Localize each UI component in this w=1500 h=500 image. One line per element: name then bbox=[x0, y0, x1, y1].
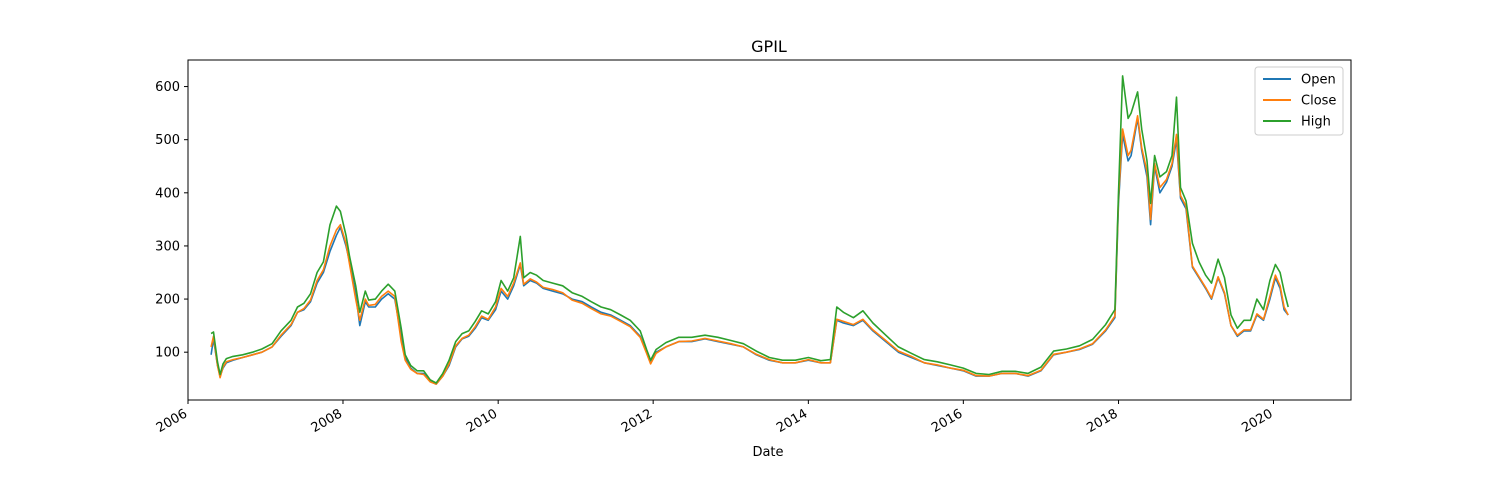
y-tick-label: 100 bbox=[155, 346, 180, 361]
y-tick-label: 200 bbox=[155, 293, 180, 308]
y-tick-label: 400 bbox=[155, 186, 180, 201]
legend-label-open: Open bbox=[1301, 73, 1336, 88]
x-axis-label: Date bbox=[752, 445, 783, 460]
legend: Open Close High bbox=[1254, 66, 1344, 136]
y-tick-label: 300 bbox=[155, 239, 180, 254]
y-tick-label: 600 bbox=[155, 80, 180, 95]
y-axis: 100 200 300 400 500 600 bbox=[155, 80, 188, 361]
chart-title: GPIL bbox=[751, 37, 787, 56]
series-line-high bbox=[210, 75, 1289, 384]
series-lines bbox=[210, 75, 1289, 385]
y-tick-label: 500 bbox=[155, 133, 180, 148]
plot-frame bbox=[187, 59, 1352, 401]
legend-label-high: High bbox=[1301, 115, 1331, 130]
series-line-close bbox=[210, 115, 1289, 385]
legend-box bbox=[1254, 66, 1344, 136]
legend-label-close: Close bbox=[1301, 94, 1336, 109]
